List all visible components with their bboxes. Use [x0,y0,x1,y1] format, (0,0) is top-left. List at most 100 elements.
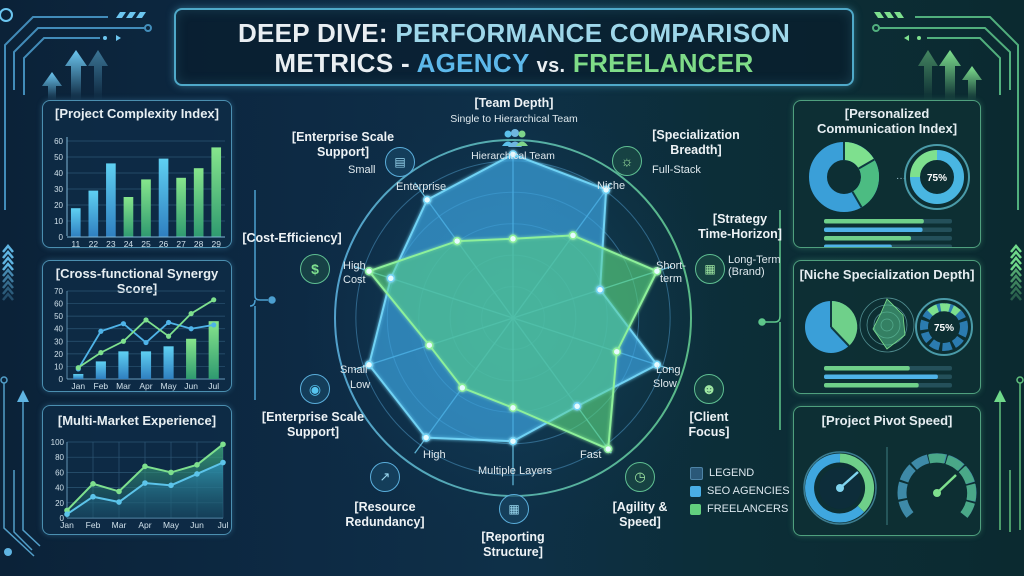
axis-outer-label-hierarchical: Hierarchical Team [471,150,555,162]
complexity-bar [70,208,81,237]
panel-title: [Cross-functional Synergy Score] [55,266,219,296]
axis-title-client-focus: [Client Focus] [688,410,730,439]
svg-text:Jun: Jun [190,520,204,530]
axis-inner-label-small: Small [340,364,368,376]
svg-text:22: 22 [89,239,99,247]
synergy-bar [73,373,84,379]
axis-title-team-depth: [Team Depth] [474,96,554,110]
axis-inner-label-fast: Fast [580,449,602,461]
synergy-bar [95,361,106,379]
complexity-bar [141,179,151,237]
axis-outer-label-longterm: Long-Term (Brand) [728,254,781,278]
svg-text:20: 20 [54,350,63,359]
speedometer-icon: ◷ [625,462,655,492]
axis-inner-label-high: High [423,449,446,461]
communication-gauge-ring: 75% [904,144,970,210]
svg-text:24: 24 [124,239,134,247]
svg-text:50: 50 [54,153,63,162]
complexity-bar [123,197,134,237]
svg-text:75%: 75% [934,323,954,334]
legend-swatch [690,466,703,480]
title-agency: AGENCY [416,48,530,78]
pivot-gauge-left [803,451,877,525]
legend-item-freelancers: FREELANCERS [690,500,790,518]
svg-text:20: 20 [54,201,63,210]
svg-text:Mar: Mar [116,381,131,391]
page-title-line-1: DEEP DIVE: PERFORMANCE COMPARISON [176,18,852,49]
svg-text:100: 100 [51,438,65,447]
svg-text:Apr: Apr [138,520,151,530]
panel-title: [Project Pivot Speed] [821,413,953,428]
axis-inner-label-enterprise: Enterprise [396,181,447,193]
svg-text:26: 26 [159,239,169,247]
communication-index-panel: [Personalized Communication Index] ··· 7… [793,100,981,248]
niche-gauge-ring: 75% [915,298,973,356]
panel-title: [Project Complexity Index] [55,106,219,121]
axis-outer-label-fullstack: Full-Stack [652,164,701,176]
title-freelancer: FREELANCER [572,48,754,78]
axis-title-enterprise-scale-low: [Enterprise Scale Support] [261,410,365,439]
axis-title-agility: [Agility & Speed] [612,500,668,529]
legend-item-agencies: SEO AGENCIES [690,482,790,500]
pivot-speed-panel: [Project Pivot Speed] [793,406,981,536]
svg-text:40: 40 [55,484,64,493]
svg-text:10: 10 [54,217,63,226]
svg-text:70: 70 [54,287,63,296]
svg-text:27: 27 [176,239,186,247]
page-title-line-2: METRICS - AGENCY vs. FREELANCER [176,48,852,79]
complexity-bar [193,168,204,237]
pivot-gauges [803,447,977,525]
axis-outer-label-small: Small [348,164,376,176]
growth-chart-icon: ↗ [370,462,400,492]
axis-inner-label-slow: Slow [653,378,677,390]
report-calendar-icon: ▦ [499,494,529,524]
axis-inner-label-niche: Niche [597,180,626,192]
axis-title-specialization: [Specialization Breadth] [652,128,740,157]
svg-text:0: 0 [59,233,64,242]
radar-legend: LEGEND SEO AGENCIES FREELANCERS [690,464,790,518]
svg-text:28: 28 [194,239,204,247]
svg-text:80: 80 [55,453,64,462]
up-arrows-icon-right [918,50,982,100]
svg-text:0: 0 [59,375,64,384]
axis-title-strategy: [Strategy Time-Horizon] [698,212,782,241]
svg-text:11: 11 [71,239,80,247]
complexity-bar [88,190,99,237]
axis-subtitle-team-depth: Single to Hierarchical Team [450,113,578,125]
synergy-score-panel: [Cross-functional Synergy Score] 0 10 20 30… [42,260,232,392]
svg-text:Jan: Jan [60,520,74,530]
svg-text:40: 40 [54,325,63,334]
svg-text:Jul: Jul [218,520,229,530]
axis-title-resource-redundancy: [Resource Redundancy] [345,500,425,529]
communication-donut-chart [809,142,879,212]
title-main: PERFORMANCE COMPARISON [395,18,791,48]
axis-title-enterprise-scale: [Enterprise Scale Support] [291,130,395,159]
synergy-bar [163,346,174,379]
project-complexity-panel: [Project Complexity Index] 0 10 20 30 40 50 60… [42,100,232,248]
svg-text:50: 50 [54,312,63,321]
network-target-icon: ◉ [300,374,330,404]
legend-header: LEGEND [690,464,790,482]
svg-text:May: May [161,381,178,391]
title-vs: vs. [536,55,566,77]
axis-inner-label-multiple-layers: Multiple Layers [478,465,552,477]
complexity-bar [176,177,186,237]
up-arrows-icon-left [42,50,108,100]
svg-text:10: 10 [54,362,63,371]
legend-swatch-agencies [690,485,701,497]
complexity-bar-chart: 0 10 20 30 40 50 60 11 22 23 24 25 26 27 28 29 [54,137,225,247]
panel-title: [Multi-Market Experience] [57,413,217,428]
synergy-bar [118,351,129,379]
axis-inner-label-shortterm: Short-term [656,260,686,285]
communication-donuts: ··· 75% [809,142,970,247]
niche-pie-chart [805,300,858,353]
title-metrics: METRICS - [274,48,410,78]
lightbulb-gear-icon: ☼ [612,146,642,176]
bar-growth-icon: ▤ [385,147,415,177]
svg-text:60: 60 [55,468,64,477]
axis-title-reporting: [Reporting Structure] [481,530,545,559]
svg-text:30: 30 [54,185,63,194]
synergy-combo-chart: 0 10 20 30 40 50 60 70 Jan Feb Mar Apr May Jun Jul [54,287,225,391]
svg-text:0: 0 [60,514,65,523]
